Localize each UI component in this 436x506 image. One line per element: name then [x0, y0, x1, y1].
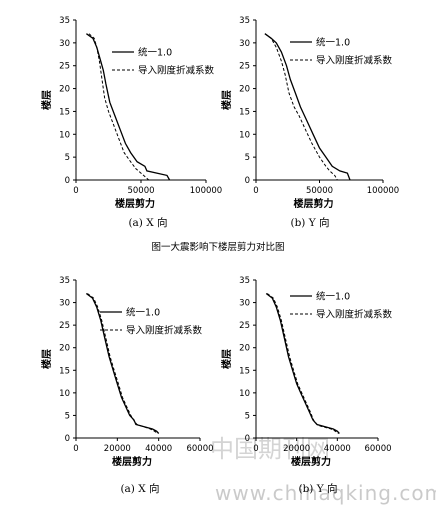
y-tick-label: 15	[239, 107, 250, 117]
y-tick-label: 30	[59, 39, 70, 49]
series-line-solid	[85, 292, 160, 434]
y-tick-label: 0	[65, 434, 70, 444]
y-tick-label: 25	[239, 321, 250, 331]
subplot-caption: (a) X 向	[128, 216, 167, 229]
subplot-caption: (a) X 向	[120, 482, 159, 495]
x-tick-label: 0	[73, 186, 78, 196]
x-axis-label: 楼层剪力	[294, 197, 334, 210]
x-tick-label: 100000	[367, 186, 399, 196]
series-line-dashed	[266, 293, 339, 434]
x-tick-label: 20000	[104, 444, 131, 454]
y-tick-label: 10	[239, 389, 250, 399]
legend-label: 导入刚度折减系数	[126, 325, 203, 337]
y-tick-label: 10	[59, 389, 70, 399]
legend-label: 导入刚度折减系数	[316, 55, 393, 67]
y-tick-label: 20	[239, 344, 250, 354]
y-tick-label: 15	[59, 107, 70, 117]
x-tick-label: 0	[253, 444, 258, 454]
series-line-solid	[264, 33, 351, 181]
series-line-solid	[265, 292, 340, 434]
figure-title: 图一大震影响下楼层剪力对比图	[151, 241, 284, 253]
x-axis-label: 楼层剪力	[112, 455, 152, 468]
y-tick-label: 35	[239, 276, 250, 286]
y-tick-label: 30	[59, 299, 70, 309]
y-tick-label: 20	[59, 85, 70, 95]
y-tick-label: 20	[59, 344, 70, 354]
y-axis-label: 楼层	[220, 349, 233, 369]
x-axis-label: 楼层剪力	[291, 455, 331, 468]
x-tick-label: 20000	[283, 444, 310, 454]
y-tick-label: 15	[59, 366, 70, 376]
legend-label: 导入刚度折减系数	[138, 65, 215, 77]
x-tick-label: 0	[73, 444, 78, 454]
y-tick-label: 25	[59, 62, 70, 72]
legend-label: 统一1.0	[126, 307, 160, 319]
y-tick-label: 20	[239, 85, 250, 95]
y-tick-label: 10	[59, 130, 70, 140]
watermark-url: www.chinaqking.com	[215, 481, 436, 505]
y-tick-label: 5	[65, 411, 70, 421]
x-tick-label: 50000	[127, 186, 154, 196]
y-tick-label: 5	[245, 411, 250, 421]
legend-label: 统一1.0	[316, 291, 350, 303]
x-tick-label: 100000	[190, 186, 222, 196]
y-tick-label: 35	[59, 276, 70, 286]
y-tick-label: 0	[65, 176, 70, 186]
legend-label: 统一1.0	[138, 47, 172, 59]
series-line-dashed	[264, 33, 338, 181]
y-axis-label: 楼层	[220, 90, 233, 110]
y-tick-label: 35	[59, 16, 70, 26]
legend-label: 导入刚度折减系数	[316, 309, 393, 321]
watermark-cn: 中国期刊网	[210, 435, 330, 463]
subplot-caption: (b) Y 向	[290, 216, 329, 229]
x-tick-label: 40000	[145, 444, 172, 454]
y-tick-label: 30	[239, 39, 250, 49]
subplot-caption: (b) Y 向	[298, 482, 337, 495]
series-line-dashed	[88, 33, 150, 181]
y-tick-label: 30	[239, 299, 250, 309]
series-line-solid	[86, 33, 171, 181]
x-tick-label: 50000	[306, 186, 333, 196]
y-tick-label: 25	[239, 62, 250, 72]
x-tick-label: 0	[253, 186, 258, 196]
y-tick-label: 35	[239, 16, 250, 26]
y-axis-label: 楼层	[40, 90, 53, 110]
y-tick-label: 0	[245, 434, 250, 444]
x-axis-label: 楼层剪力	[115, 197, 155, 210]
legend-label: 统一1.0	[316, 37, 350, 49]
y-axis-label: 楼层	[40, 349, 53, 369]
y-tick-label: 15	[239, 366, 250, 376]
y-tick-label: 0	[245, 176, 250, 186]
x-tick-label: 60000	[186, 444, 213, 454]
y-tick-label: 25	[59, 321, 70, 331]
y-tick-label: 10	[239, 130, 250, 140]
x-tick-label: 60000	[364, 444, 391, 454]
y-tick-label: 5	[245, 153, 250, 163]
x-tick-label: 40000	[324, 444, 351, 454]
y-tick-label: 5	[65, 153, 70, 163]
